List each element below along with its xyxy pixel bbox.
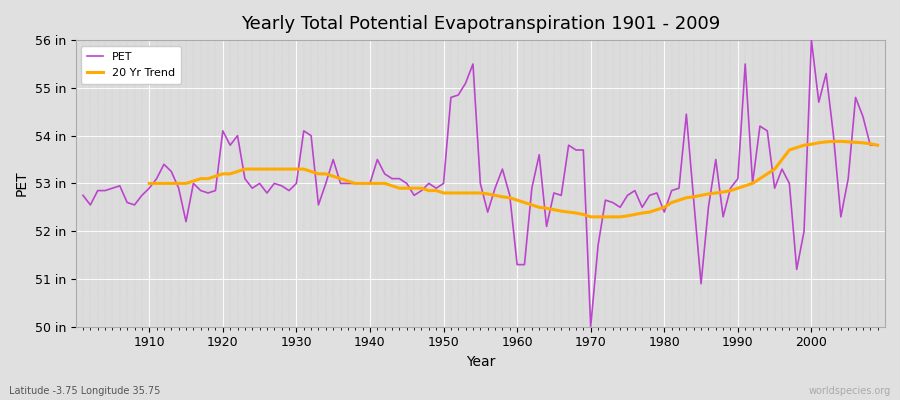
20 Yr Trend xyxy=(313,172,324,176)
20 Yr Trend xyxy=(872,143,883,148)
Title: Yearly Total Potential Evapotranspiration 1901 - 2009: Yearly Total Potential Evapotranspiratio… xyxy=(240,15,720,33)
PET xyxy=(343,181,354,186)
Text: worldspecies.org: worldspecies.org xyxy=(809,386,891,396)
20 Yr Trend xyxy=(828,139,839,144)
PET xyxy=(585,324,596,329)
PET xyxy=(77,193,88,198)
Legend: PET, 20 Yr Trend: PET, 20 Yr Trend xyxy=(81,46,181,84)
PET xyxy=(137,193,148,198)
PET xyxy=(806,38,817,42)
PET xyxy=(872,143,883,148)
20 Yr Trend xyxy=(585,214,596,219)
20 Yr Trend xyxy=(821,140,832,144)
X-axis label: Year: Year xyxy=(465,355,495,369)
20 Yr Trend xyxy=(519,200,530,205)
Text: Latitude -3.75 Longitude 35.75: Latitude -3.75 Longitude 35.75 xyxy=(9,386,160,396)
20 Yr Trend xyxy=(284,167,294,172)
PET xyxy=(298,128,309,133)
PET xyxy=(512,262,523,267)
20 Yr Trend xyxy=(850,140,861,145)
20 Yr Trend xyxy=(578,212,589,217)
PET xyxy=(608,200,618,205)
Line: 20 Yr Trend: 20 Yr Trend xyxy=(149,141,877,217)
Y-axis label: PET: PET xyxy=(15,171,29,196)
Line: PET: PET xyxy=(83,40,878,327)
PET xyxy=(504,193,515,198)
20 Yr Trend xyxy=(144,181,155,186)
